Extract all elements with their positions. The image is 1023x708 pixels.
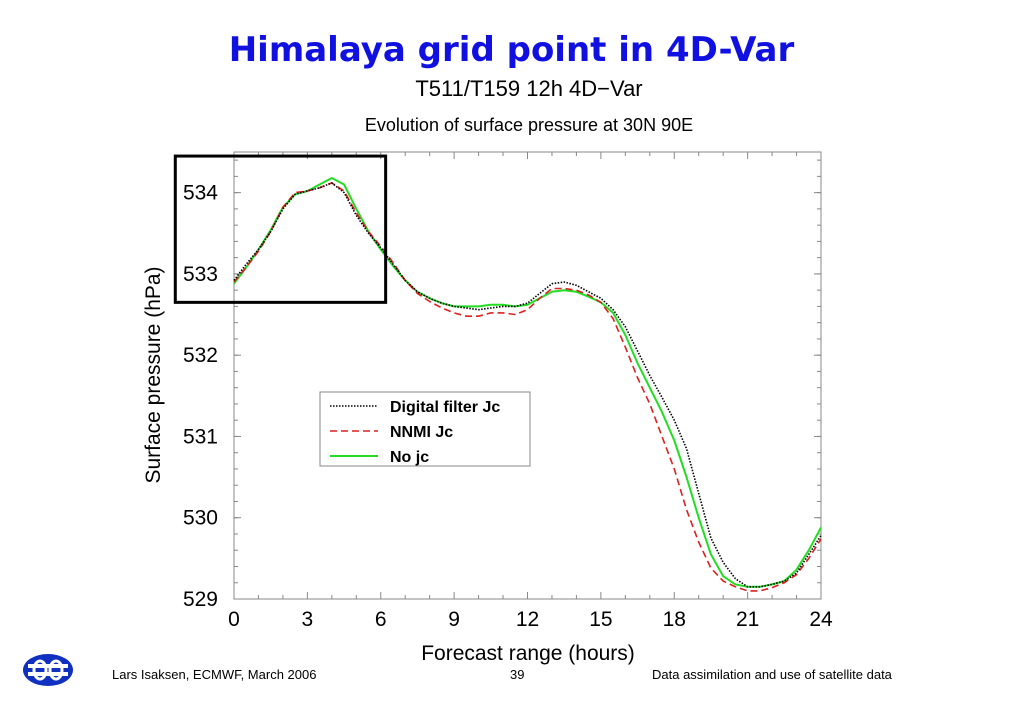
x-tick-label: 6 bbox=[375, 608, 387, 631]
legend-label: Digital filter Jc bbox=[390, 399, 500, 416]
highlight-box bbox=[173, 154, 388, 304]
x-tick-label: 18 bbox=[663, 608, 686, 631]
y-tick-label: 533 bbox=[183, 263, 218, 286]
series-lines bbox=[233, 177, 822, 592]
footer-author: Lars Isaksen, ECMWF, March 2006 bbox=[112, 667, 317, 682]
plot-area-frame bbox=[233, 151, 822, 600]
x-axis-label: Forecast range (hours) bbox=[421, 642, 635, 665]
legend-label: No jc bbox=[390, 449, 429, 466]
chart-subtitle: Evolution of surface pressure at 30N 90E bbox=[365, 115, 693, 135]
series-line-no-jc bbox=[233, 177, 822, 588]
legend: Digital filter Jc NNMI Jc No jc bbox=[319, 391, 531, 467]
x-tick-label: 0 bbox=[228, 608, 240, 631]
y-tick-label: 531 bbox=[183, 425, 218, 448]
y-axis-label: Surface pressure (hPa) bbox=[142, 266, 165, 483]
y-tick-label: 534 bbox=[183, 182, 218, 205]
x-tick-label: 9 bbox=[448, 608, 460, 631]
chart-title: T511/T159 12h 4D−Var bbox=[415, 76, 642, 101]
x-tick-label: 15 bbox=[589, 608, 612, 631]
x-tick-label: 12 bbox=[516, 608, 539, 631]
series-line-digital-filter-jc bbox=[233, 182, 822, 588]
x-tick-label: 24 bbox=[809, 608, 833, 631]
page-number: 39 bbox=[510, 667, 525, 682]
axis-ticks: 0 3 6 9 12 15 18 21 24 529 530 531 532 533 534 bbox=[183, 152, 833, 631]
footer-topic: Data assimilation and use of satellite d… bbox=[652, 667, 892, 682]
slide-title: Himalaya grid point in 4D-Var bbox=[228, 30, 795, 70]
ecmwf-logo-icon bbox=[23, 654, 73, 686]
x-tick-label: 21 bbox=[736, 608, 759, 631]
y-tick-label: 529 bbox=[183, 588, 218, 611]
legend-box bbox=[319, 391, 531, 467]
legend-label: NNMI Jc bbox=[390, 424, 453, 441]
x-tick-label: 3 bbox=[302, 608, 314, 631]
series-line-nnmi-jc bbox=[233, 182, 822, 592]
y-tick-label: 532 bbox=[183, 344, 218, 367]
y-tick-label: 530 bbox=[183, 507, 218, 530]
